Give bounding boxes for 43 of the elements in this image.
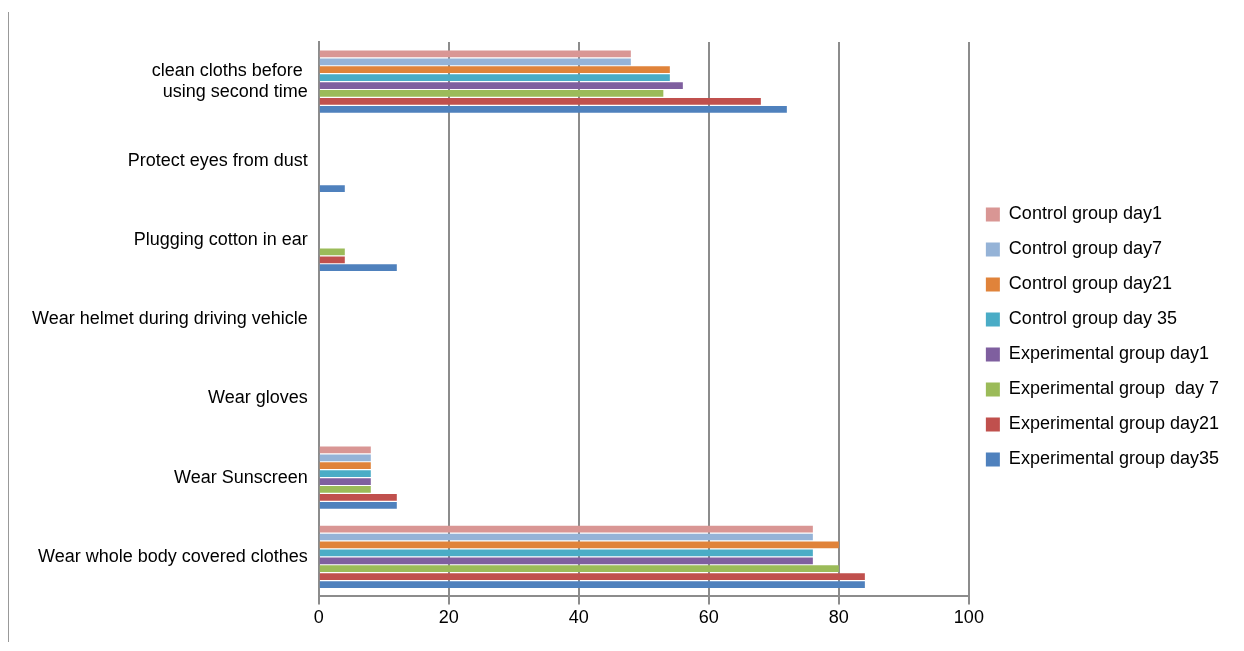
x-tick-label: 100 [953,607,984,628]
legend-label: Experimental group day21 [1008,413,1220,434]
bar [319,557,813,565]
bar [319,98,761,105]
legend-label: Experimental group day1 [1008,343,1209,364]
legend-label: Control group day 35 [1008,308,1177,329]
bar [319,549,813,557]
bar [319,66,670,74]
bar [319,486,371,493]
bar [319,74,670,82]
legend-label: Control group day1 [1008,203,1162,224]
bar [319,573,865,580]
legend-label: Experimental group day35 [1008,448,1220,469]
bar [319,494,397,501]
bar [319,462,371,470]
bar [319,470,371,478]
bar [319,185,345,192]
y-tick-label: Wear Sunscreen [174,466,308,487]
bar [319,565,839,573]
bar [319,82,683,89]
y-tick-label: Plugging cotton in ear [133,228,308,249]
y-tick-label: clean cloths before using second time [151,59,308,102]
x-tick-label: 40 [568,607,589,628]
bar [319,105,787,113]
bar [319,581,865,588]
y-tick-label: Protect eyes from dust [127,149,308,170]
legend-label: Control group day21 [1008,273,1172,294]
bar [319,478,371,485]
y-tick-label: Wear gloves [208,387,308,408]
bar [319,58,631,66]
x-tick-label: 60 [698,607,719,628]
bar [319,264,397,272]
bar [319,256,345,264]
x-tick-label: 80 [828,607,849,628]
bar [319,454,371,462]
bar [319,501,397,509]
x-tick-label: 0 [313,607,324,628]
y-tick-label: Wear helmet during driving vehicle [31,308,308,329]
y-tick-label: Wear whole body covered clothes [37,545,308,566]
legend-label: Experimental group day 7 [1008,378,1219,399]
bar [319,90,664,97]
legend-label: Control group day7 [1008,238,1162,259]
x-tick-label: 20 [438,607,459,628]
